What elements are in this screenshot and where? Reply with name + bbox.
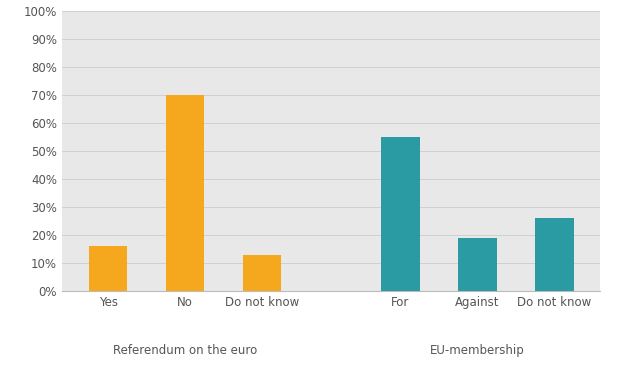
Bar <box>381 137 420 291</box>
Text: EU-membership: EU-membership <box>430 344 525 357</box>
Bar <box>89 246 128 291</box>
Bar <box>243 255 281 291</box>
Bar <box>458 238 496 291</box>
Bar <box>535 218 573 291</box>
Bar <box>166 95 204 291</box>
Text: Referendum on the euro: Referendum on the euro <box>113 344 257 357</box>
